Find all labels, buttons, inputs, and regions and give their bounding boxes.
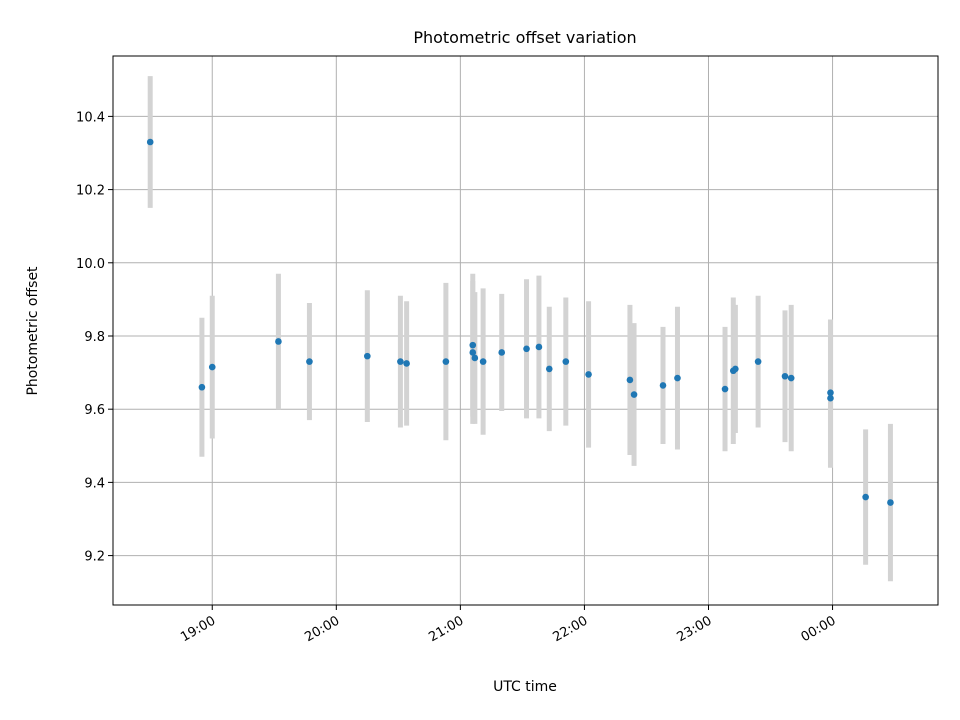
data-point [674, 374, 681, 382]
data-point [364, 352, 371, 360]
x-axis-label: UTC time [493, 679, 557, 695]
data-point [208, 363, 216, 371]
data-point [442, 358, 450, 365]
data-point [659, 382, 667, 389]
data-point [630, 391, 638, 398]
data-point [403, 360, 410, 367]
y-tick-label: 10.0 [76, 257, 105, 272]
data-point [781, 372, 789, 380]
data-point [523, 345, 530, 353]
data-point [535, 343, 543, 351]
data-point [562, 358, 570, 365]
data-points [146, 138, 894, 506]
data-point [721, 385, 729, 393]
chart-title: Photometric offset variation [413, 28, 636, 47]
data-point [827, 389, 834, 397]
data-point [397, 358, 404, 365]
y-tick-label: 10.2 [76, 184, 105, 199]
data-point [754, 358, 762, 365]
data-point [545, 365, 553, 373]
data-point [471, 354, 479, 362]
data-point [787, 374, 795, 382]
data-point [585, 371, 592, 378]
data-point [862, 493, 869, 501]
data-point [732, 365, 739, 373]
y-axis-label: Photometric offset [25, 266, 41, 396]
data-point [146, 138, 154, 146]
data-point [469, 349, 477, 356]
plot-frame [112, 55, 939, 606]
y-tick-label: 9.2 [84, 550, 105, 565]
data-point [275, 338, 282, 345]
data-point [306, 358, 313, 365]
y-tick-label: 9.4 [84, 476, 105, 491]
data-point [479, 358, 487, 365]
data-point [198, 383, 206, 391]
data-point [626, 376, 634, 384]
data-point [827, 394, 834, 402]
data-point [887, 499, 894, 506]
y-tick-label: 9.6 [84, 403, 105, 418]
y-tick-label: 10.4 [76, 110, 105, 125]
data-point [498, 349, 506, 356]
y-tick-label: 9.8 [84, 330, 105, 345]
data-point [469, 341, 477, 349]
